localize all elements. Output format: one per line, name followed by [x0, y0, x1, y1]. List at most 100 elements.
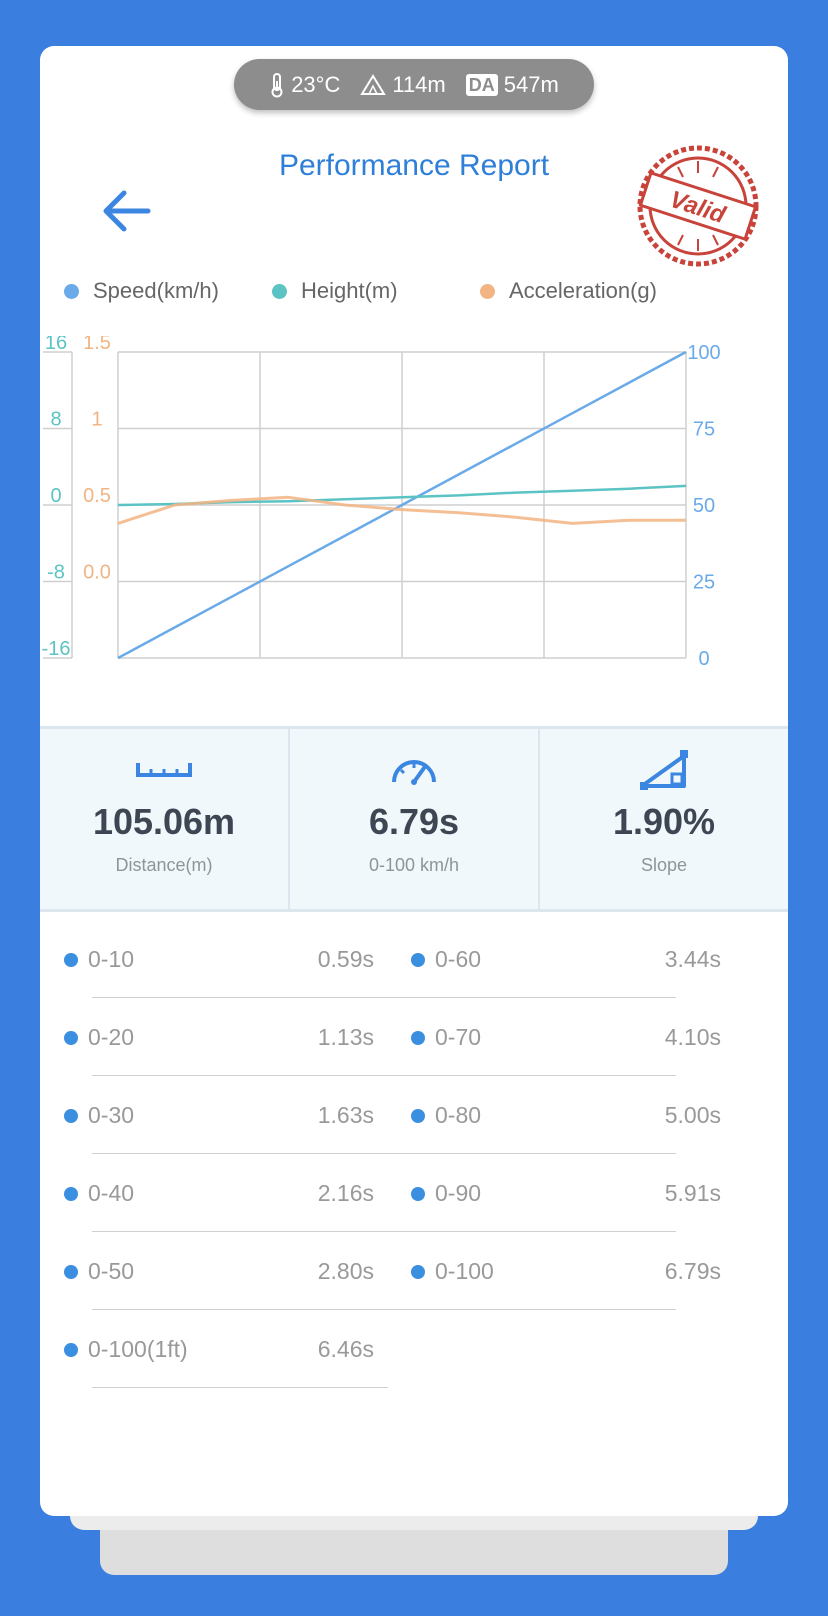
temperature-group: 23°C [269, 72, 340, 98]
stat-distance: 105.06m Distance(m) [40, 729, 288, 909]
temperature-value: 23°C [291, 71, 341, 97]
speed-axis-tick-label: 25 [693, 572, 715, 594]
arrow-left-icon[interactable] [98, 186, 154, 236]
split-time: 6.46s [317, 1336, 374, 1362]
distance-label: Distance(m) [115, 855, 213, 875]
row-divider [92, 1075, 676, 1076]
legend-dot-height [272, 283, 287, 299]
legend-item-acceleration: Acceleration(g) [480, 278, 657, 304]
split-row: 0-100 6.79s [411, 1238, 721, 1316]
ruler-icon [136, 763, 192, 777]
split-range: 0-60 [435, 946, 482, 972]
split-bullet [64, 1109, 78, 1123]
report-card: Performance Report Valid Speed(km/h) Hei… [40, 46, 788, 1516]
height-axis-tick-label: -16 [42, 638, 71, 660]
legend-item-speed: Speed(km/h) [64, 278, 219, 304]
split-bullet [411, 953, 425, 967]
split-row: 0-50 2.80s [64, 1238, 374, 1316]
performance-chart: 16 8 0 -8 -16 1.5 1 0.5 0.0 100 75 50 25 0 [42, 336, 721, 670]
acceleration-line [117, 495, 686, 525]
speed-axis-tick-label: 50 [693, 495, 715, 517]
split-bullet [64, 1031, 78, 1045]
accel-axis-tick-label: 1.5 [83, 336, 111, 354]
altitude-group: 114m [360, 71, 446, 98]
split-row: 0-90 5.91s [411, 1160, 721, 1238]
height-axis-tick-label: 16 [45, 336, 67, 354]
legend-item-height: Height(m) [272, 278, 398, 304]
environment-status-pill: 23°C 114m DA 547m [234, 59, 594, 110]
split-bullet [64, 1265, 78, 1279]
stat-slope: 1.90% Slope [538, 729, 788, 909]
split-range: 0-100 [435, 1258, 494, 1284]
speed-axis-tick-label: 75 [693, 419, 715, 441]
altitude-value: 114m [392, 71, 446, 97]
legend-dot-speed [64, 283, 79, 299]
zero-to-hundred-value: 6.79s [368, 801, 460, 842]
split-time: 2.80s [317, 1258, 374, 1284]
height-axis-tick-label: 0 [50, 485, 61, 507]
split-bullet [64, 953, 78, 967]
speedometer-icon [392, 760, 436, 785]
split-range: 0-20 [88, 1024, 135, 1050]
split-bullet [411, 1265, 425, 1279]
split-bullet [64, 1343, 78, 1357]
split-range: 0-30 [88, 1102, 135, 1128]
legend-label-acceleration: Acceleration(g) [509, 278, 657, 303]
speed-line [117, 350, 687, 660]
thermometer-icon [271, 72, 283, 97]
height-axis-tick-label: -8 [47, 562, 65, 584]
split-time: 3.44s [664, 946, 721, 972]
page-title: Performance Report [278, 149, 550, 182]
slope-label: Slope [640, 855, 688, 875]
valid-stamp-icon: Valid [637, 145, 759, 267]
split-range: 0-40 [88, 1180, 135, 1206]
slope-icon [640, 750, 688, 790]
split-time: 5.00s [664, 1102, 721, 1128]
row-divider [92, 1387, 388, 1388]
split-time: 1.63s [317, 1102, 374, 1128]
split-time: 4.10s [664, 1024, 721, 1050]
row-divider [92, 997, 676, 998]
split-range: 0-100(1ft) [88, 1336, 188, 1362]
split-range: 0-80 [435, 1102, 482, 1128]
split-time: 0.59s [317, 946, 374, 972]
legend-label-speed: Speed(km/h) [93, 278, 219, 303]
split-range: 0-50 [88, 1258, 135, 1284]
split-time: 2.16s [317, 1180, 374, 1206]
mountain-icon [360, 73, 387, 95]
slope-value: 1.90% [612, 801, 716, 842]
da-badge: DA [465, 73, 498, 96]
accel-axis-tick-label: 0.0 [83, 562, 111, 584]
speed-axis-tick-label: 0 [698, 648, 709, 670]
row-divider [92, 1153, 676, 1154]
split-row: 0-100(1ft) 6.46s [64, 1316, 374, 1394]
speed-axis-tick-label: 100 [687, 342, 720, 364]
accel-axis-tick-label: 0.5 [83, 485, 111, 507]
split-range: 0-90 [435, 1180, 482, 1206]
split-row: 0-30 1.63s [64, 1082, 374, 1160]
summary-stats: 105.06m Distance(m) 6.79s 0-100 km/h [40, 726, 788, 912]
height-axis-tick-label: 8 [50, 409, 61, 431]
split-time: 1.13s [317, 1024, 374, 1050]
row-divider [92, 1309, 676, 1310]
row-divider [92, 1231, 676, 1232]
split-range: 0-10 [88, 946, 135, 972]
split-row: 0-60 3.44s [411, 926, 721, 1004]
chart-legend: Speed(km/h) Height(m) Acceleration(g) [40, 278, 788, 318]
zero-to-hundred-label: 0-100 km/h [368, 855, 460, 875]
split-time: 6.79s [664, 1258, 721, 1284]
accel-axis-tick-label: 1 [91, 409, 102, 431]
split-bullet [411, 1187, 425, 1201]
split-time: 5.91s [664, 1180, 721, 1206]
distance-value: 105.06m [92, 801, 236, 842]
legend-dot-acceleration [480, 283, 495, 299]
stat-acceleration-time: 6.79s 0-100 km/h [288, 729, 538, 909]
legend-label-height: Height(m) [301, 278, 398, 303]
split-row: 0-80 5.00s [411, 1082, 721, 1160]
split-bullet [64, 1187, 78, 1201]
split-range: 0-70 [435, 1024, 482, 1050]
density-altitude-value: 547m [503, 71, 559, 97]
split-row: 0-70 4.10s [411, 1004, 721, 1082]
split-row: 0-40 2.16s [64, 1160, 374, 1238]
split-row: 0-20 1.13s [64, 1004, 374, 1082]
